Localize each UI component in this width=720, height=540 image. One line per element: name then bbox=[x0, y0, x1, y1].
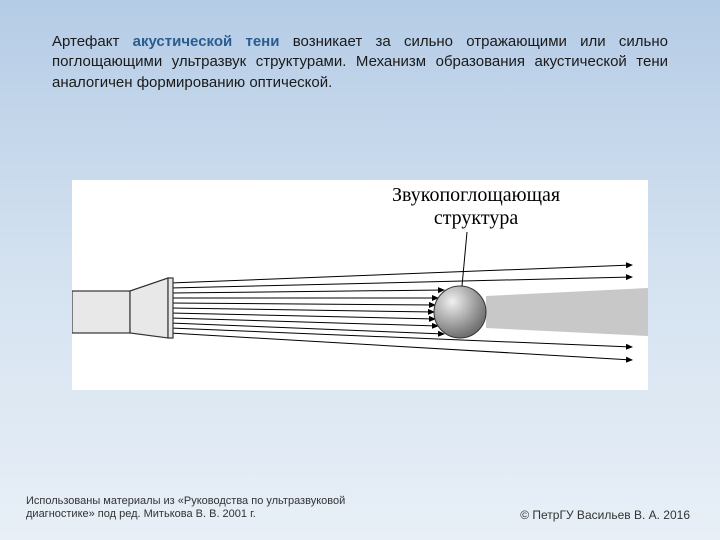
acoustic-shadow-diagram: Звукопоглощающая структура bbox=[72, 180, 648, 390]
diagram-svg bbox=[72, 180, 648, 390]
footer-source: Использованы материалы из «Руководства п… bbox=[26, 495, 386, 523]
footer-copyright: © ПетрГУ Васильев В. А. 2016 bbox=[520, 508, 690, 522]
diagram-label-line1: Звукопоглощающая bbox=[392, 184, 560, 206]
diagram-label: Звукопоглощающая структура bbox=[392, 184, 560, 230]
diagram-label-line2: структура bbox=[434, 207, 518, 229]
para-highlight: акустической тени bbox=[133, 33, 280, 50]
description-paragraph: Артефакт акустической тени возникает за … bbox=[52, 32, 668, 93]
para-prefix: Артефакт bbox=[52, 33, 133, 50]
